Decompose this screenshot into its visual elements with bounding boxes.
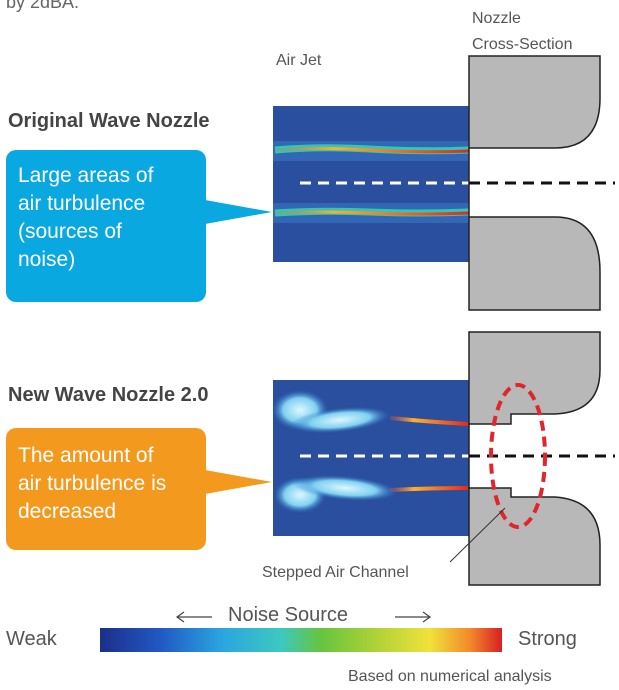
- original-callout-line: air turbulence: [18, 192, 146, 215]
- original-callout-line: Large areas of: [18, 164, 154, 187]
- noise-source-label: Noise Source: [228, 604, 349, 626]
- new-callout-line: air turbulence is: [18, 472, 167, 495]
- original-callout-line: (sources of: [18, 220, 122, 243]
- original-callout-text: Large areas of air turbulence (sources o…: [18, 162, 204, 274]
- new-callout-line: decreased: [18, 500, 117, 523]
- strong-label: Strong: [518, 628, 577, 650]
- original-air-jet-simulation: [273, 106, 470, 262]
- nozzle-label-line1: Nozzle: [472, 10, 521, 27]
- original-callout-line: noise): [18, 248, 76, 271]
- air-jet-label: Air Jet: [276, 52, 322, 69]
- stepped-air-channel-label: Stepped Air Channel: [262, 564, 409, 581]
- new-callout-text: The amount of air turbulence is decrease…: [18, 442, 204, 526]
- noise-scale: [100, 611, 502, 652]
- original-nozzle-cross-section: [468, 55, 615, 311]
- original-nozzle-title: Original Wave Nozzle: [8, 110, 210, 132]
- new-air-jet-simulation: [272, 380, 470, 536]
- new-nozzle-cross-section: [449, 331, 615, 586]
- footnote: Based on numerical analysis: [348, 668, 552, 685]
- new-nozzle-title: New Wave Nozzle 2.0: [8, 384, 209, 406]
- new-callout: [6, 428, 272, 550]
- new-callout-line: The amount of: [18, 444, 154, 467]
- weak-label: Weak: [6, 628, 57, 650]
- stepped-channel-leader-line: [449, 507, 506, 563]
- stepped-channel-marker: [489, 383, 547, 529]
- intro-fragment: by 2dBA.: [6, 0, 80, 12]
- nozzle-label-line2: Cross-Section: [472, 36, 573, 53]
- original-callout: [6, 150, 272, 302]
- color-scale-bar: [100, 628, 502, 652]
